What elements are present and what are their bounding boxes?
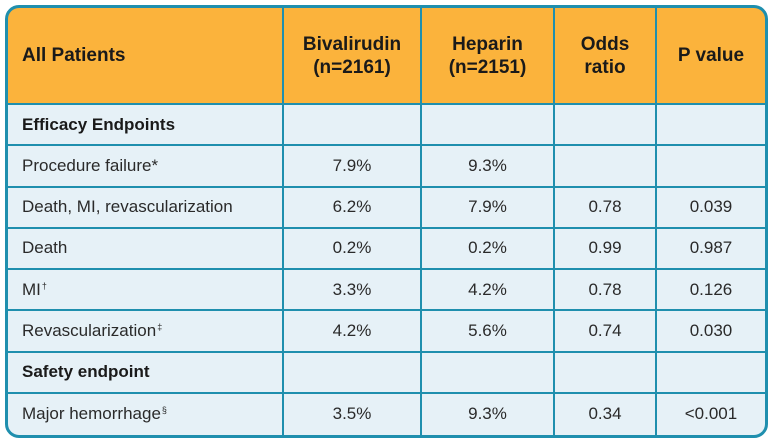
table-row: Death 0.2% 0.2% 0.99 0.987 <box>8 228 765 270</box>
cell-p-value <box>657 146 765 188</box>
results-table: All Patients Bivalirudin (n=2161) Heparin… <box>8 8 765 435</box>
cell-bivalirudin: 7.9% <box>284 146 422 188</box>
cell-heparin <box>422 105 555 147</box>
row-label: MI† <box>8 270 284 312</box>
cell-bivalirudin: 0.2% <box>284 228 422 270</box>
row-label: Death <box>8 228 284 270</box>
cell-heparin: 7.9% <box>422 187 555 229</box>
cell-bivalirudin: 4.2% <box>284 311 422 353</box>
header-odds-ratio: Odds ratio <box>555 8 657 105</box>
section-row-safety: Safety endpoint <box>8 352 765 394</box>
cell-odds-ratio <box>555 105 657 147</box>
header-p-value: P value <box>657 8 765 105</box>
cell-p-value: 0.039 <box>657 187 765 229</box>
cell-p-value <box>657 352 765 394</box>
footnote-marker: § <box>161 405 167 416</box>
row-label: Revascularization‡ <box>8 311 284 353</box>
table-row: Procedure failure* 7.9% 9.3% <box>8 146 765 188</box>
results-table-frame: All Patients Bivalirudin (n=2161) Heparin… <box>5 5 768 438</box>
table-row: Major hemorrhage§ 3.5% 9.3% 0.34 <0.001 <box>8 393 765 435</box>
cell-odds-ratio: 0.78 <box>555 270 657 312</box>
cell-odds-ratio <box>555 146 657 188</box>
footnote-marker: ‡ <box>157 321 163 332</box>
cell-heparin <box>422 352 555 394</box>
header-bivalirudin: Bivalirudin (n=2161) <box>284 8 422 105</box>
cell-heparin: 4.2% <box>422 270 555 312</box>
table-row: Revascularization‡ 4.2% 5.6% 0.74 0.030 <box>8 311 765 353</box>
row-label: Major hemorrhage§ <box>8 393 284 435</box>
cell-bivalirudin: 3.5% <box>284 393 422 435</box>
cell-odds-ratio: 0.78 <box>555 187 657 229</box>
cell-heparin: 9.3% <box>422 146 555 188</box>
cell-p-value: 0.030 <box>657 311 765 353</box>
row-label: Procedure failure* <box>8 146 284 188</box>
header-heparin: Heparin (n=2151) <box>422 8 555 105</box>
cell-odds-ratio <box>555 352 657 394</box>
cell-p-value: <0.001 <box>657 393 765 435</box>
cell-bivalirudin: 6.2% <box>284 187 422 229</box>
cell-bivalirudin: 3.3% <box>284 270 422 312</box>
header-row: All Patients Bivalirudin (n=2161) Heparin… <box>8 8 765 105</box>
cell-p-value <box>657 105 765 147</box>
cell-heparin: 5.6% <box>422 311 555 353</box>
row-label: Efficacy Endpoints <box>8 105 284 147</box>
cell-p-value: 0.987 <box>657 228 765 270</box>
cell-odds-ratio: 0.74 <box>555 311 657 353</box>
table-row: Death, MI, revascularization 6.2% 7.9% 0… <box>8 187 765 229</box>
cell-bivalirudin <box>284 352 422 394</box>
section-row-efficacy: Efficacy Endpoints <box>8 105 765 147</box>
cell-heparin: 0.2% <box>422 228 555 270</box>
footnote-marker: † <box>41 280 47 291</box>
cell-odds-ratio: 0.99 <box>555 228 657 270</box>
table-row: MI† 3.3% 4.2% 0.78 0.126 <box>8 270 765 312</box>
header-all-patients: All Patients <box>8 8 284 105</box>
cell-heparin: 9.3% <box>422 393 555 435</box>
cell-bivalirudin <box>284 105 422 147</box>
row-label: Death, MI, revascularization <box>8 187 284 229</box>
row-label: Safety endpoint <box>8 352 284 394</box>
cell-odds-ratio: 0.34 <box>555 393 657 435</box>
cell-p-value: 0.126 <box>657 270 765 312</box>
